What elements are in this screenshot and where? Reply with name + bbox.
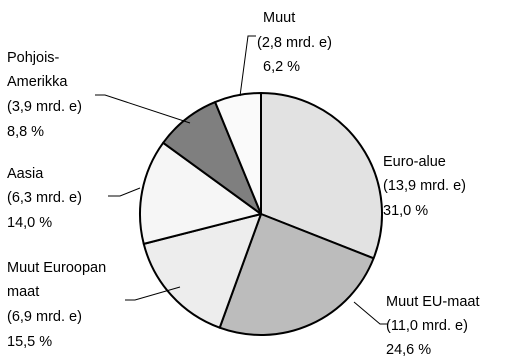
pie-slice-muut xyxy=(214,92,262,215)
label-aasia-name: Aasia xyxy=(7,166,44,182)
label-pohjois-amerikka-percent: 8,8 % xyxy=(7,124,44,140)
label-pohjois-amerikka-name-1: Pohjois- xyxy=(7,50,60,66)
leader-line-aasia xyxy=(108,187,141,197)
label-muut-euroopan-maat-amount: (6,9 mrd. e) xyxy=(7,309,82,325)
label-aasia: Aasia (6,3 mrd. e) 14,0 % xyxy=(7,166,82,231)
label-muut-eu-maat-amount: (11,0 mrd. e) xyxy=(386,318,468,334)
label-muut-euroopan-maat-name-2: maat xyxy=(7,284,39,300)
slices-layer xyxy=(139,92,383,336)
label-pohjois-amerikka: Pohjois- Amerikka (3,9 mrd. e) 8,8 % xyxy=(7,50,82,140)
label-muut-euroopan-maat-name-1: Muut Euroopan xyxy=(7,260,106,276)
label-euro-alue-percent: 31,0 % xyxy=(383,203,428,219)
label-pohjois-amerikka-name-2: Amerikka xyxy=(7,74,68,90)
pie-slice-muut-euroopan-maat xyxy=(142,213,262,329)
label-aasia-percent: 14,0 % xyxy=(7,215,52,231)
leader-line-muut xyxy=(239,35,256,97)
label-muut-name: Muut xyxy=(263,10,295,26)
label-muut-eu-maat-percent: 24,6 % xyxy=(386,342,431,358)
label-euro-alue-amount: (13,9 mrd. e) xyxy=(383,178,466,194)
label-muut-percent: 6,2 % xyxy=(263,59,300,75)
leader-lines-layer xyxy=(95,35,388,325)
label-muut: Muut (2,8 mrd. e) 6,2 % xyxy=(257,10,332,75)
label-pohjois-amerikka-amount: (3,9 mrd. e) xyxy=(7,99,82,115)
label-muut-eu-maat-name: Muut EU-maat xyxy=(386,294,479,310)
pie-slice-euro-alue xyxy=(260,92,383,260)
label-euro-alue-name: Euro-alue xyxy=(383,154,446,170)
label-muut-eu-maat: Muut EU-maat (11,0 mrd. e) 24,6 % xyxy=(386,294,479,358)
leader-line-muut-euroopan-maat xyxy=(125,286,181,301)
label-muut-euroopan-maat-percent: 15,5 % xyxy=(7,334,52,350)
label-muut-amount: (2,8 mrd. e) xyxy=(257,35,332,51)
leader-line-pohjois-amerikka xyxy=(95,94,191,124)
label-euro-alue: Euro-alue (13,9 mrd. e) 31,0 % xyxy=(383,154,466,219)
label-muut-euroopan-maat: Muut Euroopan maat (6,9 mrd. e) 15,5 % xyxy=(7,260,106,350)
label-aasia-amount: (6,3 mrd. e) xyxy=(7,190,82,206)
pie-slice-muut-eu-maat xyxy=(218,213,375,336)
pie-slice-aasia xyxy=(139,141,262,245)
leader-line-muut-eu-maat xyxy=(353,301,388,325)
